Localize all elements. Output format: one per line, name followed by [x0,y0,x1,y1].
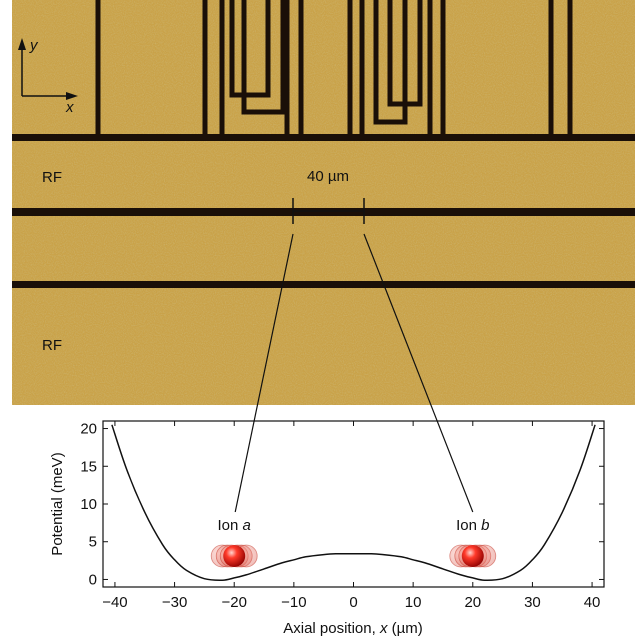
y-tick-label: 0 [89,571,97,588]
y-tick-label: 5 [89,534,97,551]
scale-bar-label: 40 µm [307,168,349,185]
y-tick-label: 10 [80,496,97,513]
tick-labels: −40 −30 −20 −10 0 10 20 30 40 0 5 10 15 20 [80,421,600,611]
x-tick-label: −10 [281,594,306,611]
connector-b [363,233,474,513]
y-tick-label: 15 [80,458,97,475]
ion-sphere [461,545,484,567]
x-tick-label: 10 [405,594,422,611]
ion-label: Ion a [218,517,251,534]
connector-a [234,233,294,513]
axis-x-label: x [65,99,74,116]
y-axis-label: Potential (meV) [49,452,66,555]
rf-label-bottom: RF [42,337,62,354]
x-tick-label: −20 [221,594,246,611]
ion-a: Ion a [210,517,258,568]
x-tick-label: 30 [524,594,541,611]
ion-label: Ion b [456,517,489,534]
x-tick-label: −40 [102,594,127,611]
connector-lines [234,233,474,513]
tick-marks [103,421,604,587]
ions: Ion a Ion b [210,517,497,568]
x-axis-label: Axial position, x (µm) [283,620,423,637]
trenches [12,134,635,288]
x-tick-label: 40 [584,594,601,611]
ion-b: Ion b [449,517,497,568]
scale-bar [292,198,365,224]
xy-axes-indicator [18,38,78,100]
y-tick-label: 20 [80,421,97,438]
ion-sphere [223,545,246,567]
plot-frame [102,420,605,588]
potential-plot: −40 −30 −20 −10 0 10 20 30 40 0 5 10 15 20 Ion a Ion b… [49,420,605,637]
x-tick-label: 20 [464,594,481,611]
potential-curve [111,424,596,581]
rf-label-top: RF [42,169,62,186]
x-tick-label: −30 [162,594,187,611]
micrograph: y x RF RF 40 µm [12,0,635,405]
x-tick-label: 0 [349,594,357,611]
axis-y-label: y [29,37,39,54]
electrode-pattern [95,0,573,140]
